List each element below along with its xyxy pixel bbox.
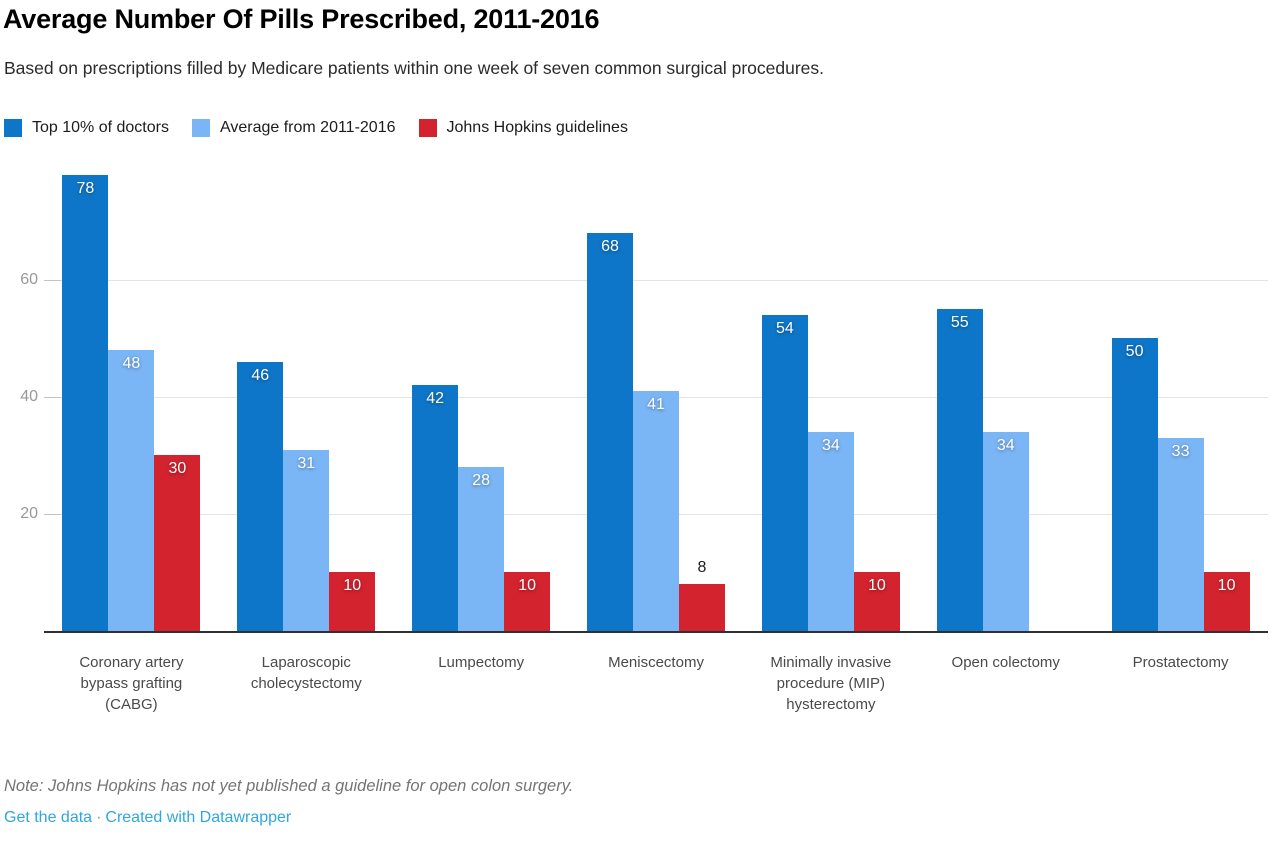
bar-value-label: 48 [122,355,141,372]
footnote: Note: Johns Hopkins has not yet publishe… [4,777,574,795]
bar-group: 54 34 10 [743,164,918,631]
bar-value-label: 41 [647,396,665,413]
bar-johns-hopkins-guidelines: 8 [679,559,725,631]
x-axis-category: Laparoscopic cholecystectomy [219,652,394,715]
bar-value-label: 28 [472,472,491,489]
bar-value-label: 50 [1125,343,1144,360]
legend-label: Top 10% of doctors [32,119,169,136]
bar-johns-hopkins-guidelines: 10 [1203,572,1250,631]
bar-value-label: 33 [1171,443,1190,460]
bar-johns-hopkins-guidelines: 10 [329,572,376,631]
x-axis-category: Minimally invasive procedure (MIP) hyste… [743,652,918,715]
bar-top-10-of-doctors: 54 [761,315,808,631]
x-axis-category-label: Laparoscopic cholecystectomy [250,654,362,692]
bar-value-label: 78 [76,180,95,197]
bar-group: 78 48 30 [44,164,219,631]
legend-swatch [418,119,437,137]
bar-value-label: 34 [821,437,840,454]
bar-group: 50 33 10 [1093,164,1268,631]
chart-subtitle: Based on prescriptions filled by Medicar… [4,58,825,78]
x-axis-category: Meniscectomy [569,652,744,715]
footer-links: Get the data · Created with Datawrapper [4,809,291,827]
bar-johns-hopkins-guidelines: 30 [154,455,201,631]
bar-group: 68 41 8 [569,164,744,631]
bar-johns-hopkins-guidelines: 10 [504,572,551,631]
legend-swatch [4,119,22,137]
x-axis-category: Coronary artery bypass grafting (CABG) [44,652,219,715]
bar-value-label: 10 [343,577,362,594]
footer-separator: · [96,809,102,826]
bar-value-label: 10 [867,577,886,594]
x-axis-category-label: Minimally invasive procedure (MIP) hyste… [770,654,892,713]
bar-average-from-2011-2016: 31 [283,450,330,631]
gridline [44,280,1268,281]
bar-value-label: 31 [297,455,316,472]
legend-label: Johns Hopkins guidelines [446,119,628,136]
y-axis-tick-label: 20 [20,505,38,522]
x-axis-category: Prostatectomy [1093,652,1268,715]
x-axis-category-label: Prostatectomy [1132,654,1229,671]
x-axis-category-label: Coronary artery bypass grafting (CABG) [79,654,184,713]
legend-item: Top 10% of doctors [4,119,169,137]
bar-groups: 78 48 30 46 31 10 42 28 10 68 41 8 54 34 10 55 34 50 33 10 [44,164,1268,631]
legend-item: Average from 2011-2016 [191,119,396,137]
bar-value-label: 55 [950,314,969,331]
footer-link-created-with-datawrapper[interactable]: Created with Datawrapper [105,809,292,826]
bar-value-label: 30 [168,460,187,477]
bar-value-label: 34 [996,437,1015,454]
y-axis-tick-label: 40 [20,388,38,405]
y-axis-tick-label: 60 [20,271,38,288]
bar-value-label: 42 [426,390,445,407]
bar-average-from-2011-2016: 28 [458,467,505,631]
legend-label: Average from 2011-2016 [219,119,396,136]
bar-value-label: 8 [697,559,707,576]
bar-group: 55 34 [918,164,1093,631]
footer-link-get-the-data[interactable]: Get the data [4,809,93,826]
x-axis-category: Open colectomy [918,652,1093,715]
x-axis-labels: Coronary artery bypass grafting (CABG) La… [44,652,1268,715]
bar-top-10-of-doctors: 46 [237,362,284,631]
bar-average-from-2011-2016: 34 [982,432,1029,631]
bar-top-10-of-doctors: 55 [936,309,983,631]
bar-group: 46 31 10 [219,164,394,631]
x-axis-category: Lumpectomy [394,652,569,715]
bar-group: 42 28 10 [394,164,569,631]
bar-top-10-of-doctors: 68 [587,233,633,631]
bar-average-from-2011-2016: 48 [108,350,155,631]
bar-top-10-of-doctors: 50 [1111,338,1158,631]
bar-johns-hopkins-guidelines: 10 [853,572,900,631]
bar-value-label: 10 [518,577,537,594]
bar-average-from-2011-2016: 33 [1157,438,1204,631]
bar-average-from-2011-2016: 34 [807,432,854,631]
bar-value-label: 10 [1217,577,1236,594]
x-axis-category-label: Lumpectomy [438,654,525,671]
legend-item: Johns Hopkins guidelines [418,119,628,137]
bar-value-label: 68 [601,238,619,255]
x-axis-category-label: Meniscectomy [608,654,704,671]
legend-swatch [191,119,210,137]
bar-top-10-of-doctors: 78 [62,175,109,631]
chart-title: Average Number Of Pills Prescribed, 2011… [3,4,600,34]
legend: Top 10% of doctors Average from 2011-2016… [4,119,651,137]
bar-value-label: 54 [775,320,794,337]
x-axis-category-label: Open colectomy [951,654,1060,671]
plot-area: 20 40 60 78 48 30 46 31 10 42 28 10 68 41 8 54 34 10 55 34… [20,164,1268,633]
bar-top-10-of-doctors: 42 [412,385,459,631]
bar-value-label: 46 [251,367,270,384]
bar-average-from-2011-2016: 41 [633,391,679,631]
